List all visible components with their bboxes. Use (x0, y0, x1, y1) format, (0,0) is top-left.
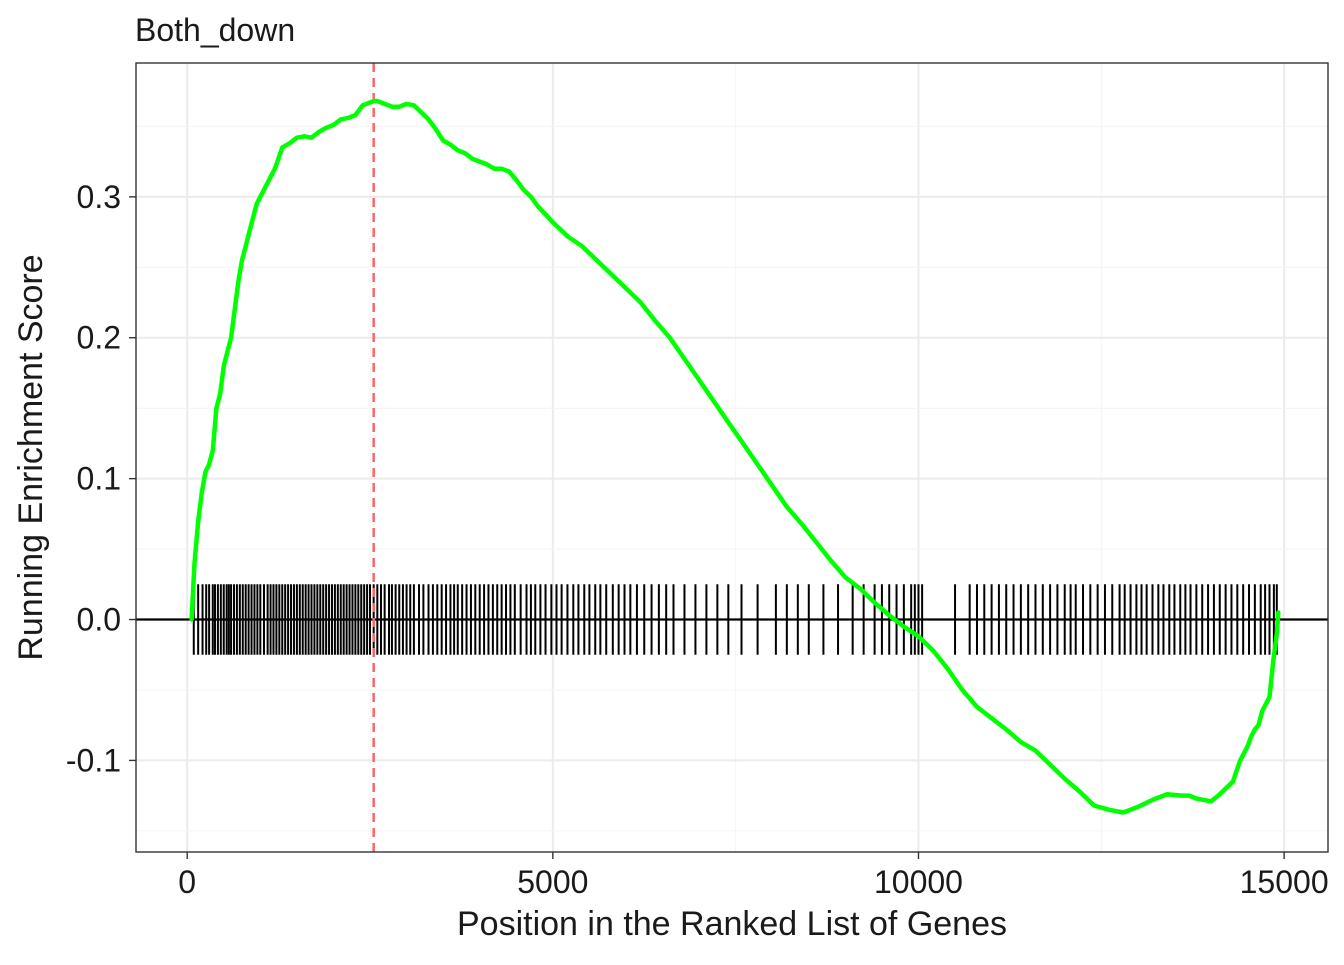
series-group (189, 98, 1281, 815)
y-tick-label: 0.1 (77, 461, 121, 497)
x-tick-label: 5000 (517, 864, 588, 900)
x-tick-label: 10000 (874, 864, 963, 900)
chart-title: Both_down (135, 12, 295, 48)
x-tick-label: 0 (178, 864, 196, 900)
y-axis-label: Running Enrichment Score (12, 254, 50, 660)
y-tick-label: 0.0 (77, 602, 121, 638)
grid-lines (136, 63, 1328, 852)
x-axis-label: Position in the Ranked List of Genes (457, 905, 1007, 943)
plot-panel-border (135, 62, 1329, 853)
y-tick-label: 0.3 (77, 179, 121, 215)
y-tick-label: -0.1 (66, 742, 121, 778)
y-tick-label: 0.2 (77, 320, 121, 356)
x-tick-label: 15000 (1240, 864, 1329, 900)
x-axis: 0 5000 10000 15000 (178, 852, 1329, 900)
y-axis: -0.1 0.0 0.1 0.2 0.3 (66, 179, 136, 778)
running-enrichment-score-line (189, 98, 1281, 815)
